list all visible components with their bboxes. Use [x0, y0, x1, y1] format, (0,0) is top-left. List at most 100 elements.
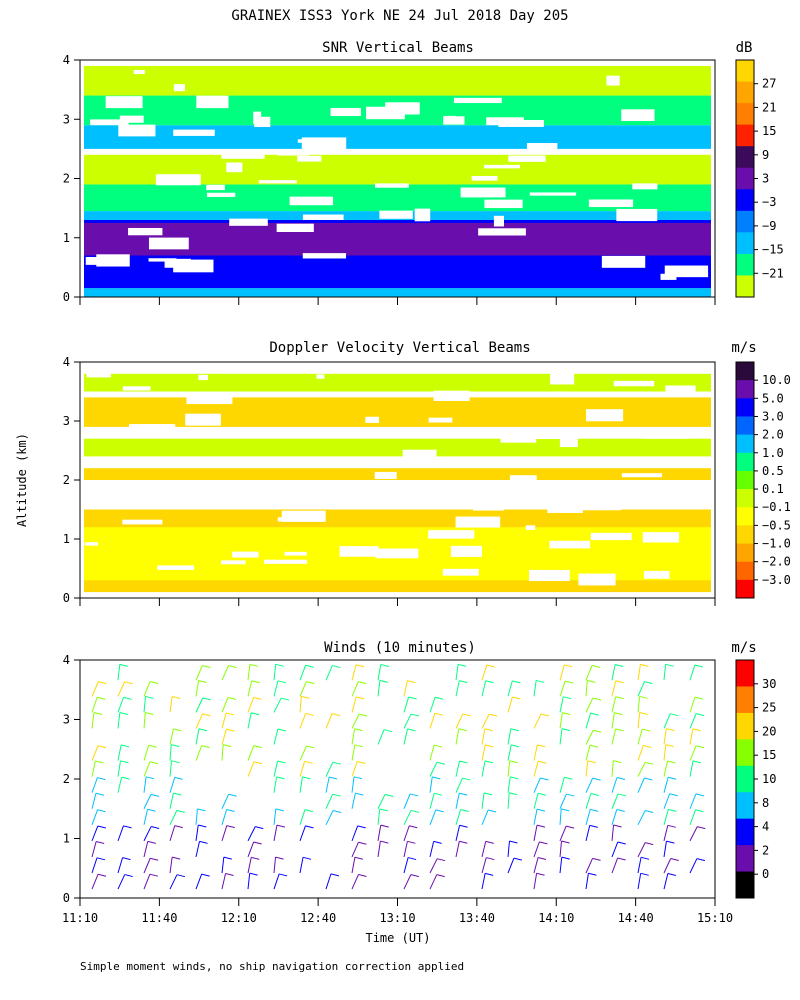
wind-barb-flag — [98, 681, 107, 685]
wind-barb-flag — [409, 825, 418, 829]
wind-barb-flag — [174, 825, 183, 829]
wind-barb-flag — [201, 745, 210, 749]
wind-barb-flag — [124, 874, 133, 878]
wind-barb — [377, 729, 385, 745]
wind-barb-flag — [589, 824, 598, 828]
field-gap — [578, 505, 622, 511]
wind-barb — [351, 744, 356, 761]
colorbar-label: 27 — [762, 77, 776, 91]
field-gap — [254, 116, 271, 128]
wind-barb — [559, 793, 567, 809]
wind-barb-flag — [330, 873, 340, 877]
y-tick-label: 4 — [63, 653, 70, 667]
wind-barb-flag — [565, 680, 574, 684]
wind-barb — [637, 873, 642, 890]
wind-barb — [299, 745, 307, 761]
wind-barb-flag — [275, 808, 284, 812]
wind-barb — [273, 697, 282, 713]
wind-barb — [455, 841, 460, 858]
wind-barb-flag — [617, 793, 627, 797]
field-gap — [616, 208, 658, 222]
wind-barb-flag — [120, 760, 129, 764]
wind-barb — [143, 712, 146, 729]
field-gap — [122, 519, 163, 525]
field-gap — [460, 458, 508, 464]
wind-barb — [325, 713, 333, 729]
wind-barb-flag — [275, 856, 284, 860]
colorbar-swatch — [736, 189, 754, 212]
y-tick-label: 4 — [63, 355, 70, 369]
field-gap — [215, 489, 226, 499]
wind-barb-flag — [277, 680, 287, 684]
wind-barb — [169, 874, 178, 890]
field-gap — [226, 162, 243, 173]
wind-barb — [351, 728, 356, 745]
field-gap — [643, 570, 670, 579]
wind-barb — [533, 744, 538, 761]
field-gap — [122, 386, 151, 391]
wind-barb-flag — [591, 664, 601, 668]
wind-barb — [377, 664, 382, 681]
wind-barb-flag — [198, 824, 207, 828]
field-band-6 — [84, 125, 711, 149]
x-tick-label: 12:40 — [300, 911, 336, 925]
wind-barb-flag — [410, 809, 420, 813]
wind-barb-flag — [253, 761, 263, 765]
wind-barb — [533, 793, 539, 809]
field-gap — [601, 255, 646, 268]
wind-barb — [91, 760, 96, 777]
wind-barb — [455, 825, 461, 841]
wind-barb-flag — [561, 728, 571, 732]
wind-barb-flag — [485, 744, 494, 748]
wind-barb-flag — [173, 792, 182, 796]
wind-barb-flag — [172, 856, 181, 860]
wind-barb-flag — [383, 729, 393, 733]
wind-barb — [637, 857, 642, 874]
field-gap — [484, 199, 523, 209]
wind-barb-flag — [536, 679, 545, 683]
wind-barb — [117, 664, 121, 681]
wind-barb — [91, 712, 95, 729]
wind-barb-flag — [561, 840, 570, 844]
wind-barb — [299, 809, 306, 825]
colorbar-swatch — [736, 398, 754, 417]
colorbar-label: 3 — [762, 172, 769, 186]
wind-barb-flag — [645, 810, 654, 814]
field-gap — [590, 532, 632, 541]
wind-barb-flag — [485, 840, 494, 844]
wind-barb — [585, 809, 591, 825]
wind-barb — [637, 681, 645, 697]
field-gap — [119, 115, 144, 123]
field-gap — [129, 423, 176, 428]
field-gap — [613, 380, 655, 387]
wind-barb-flag — [379, 808, 388, 812]
wind-barb — [481, 760, 486, 777]
wind-barb-flag — [354, 856, 364, 860]
colorbar-swatch — [736, 507, 754, 526]
wind-barb-flag — [147, 808, 156, 812]
wind-barb-flag — [202, 697, 211, 701]
wind-barb-flag — [145, 695, 154, 699]
wind-barb-flag — [148, 744, 157, 748]
wind-barb — [611, 760, 614, 777]
wind-barb — [221, 665, 229, 681]
wind-barb — [195, 713, 204, 729]
colorbar-swatch — [736, 232, 754, 255]
wind-barb — [273, 728, 279, 745]
wind-barb — [507, 696, 513, 713]
wind-barb — [689, 664, 696, 681]
field-gap — [186, 394, 233, 405]
winds-axes: 11:10 11:40 12:10 12:40 13:10 13:40 14:10 14:40… — [62, 653, 733, 925]
colorbar-swatch — [736, 871, 754, 899]
wind-barb-flag — [692, 728, 701, 732]
wind-barb — [169, 810, 178, 826]
wind-barb — [325, 776, 330, 793]
wind-barb — [195, 728, 200, 745]
field-gap — [550, 372, 575, 385]
field-gap — [375, 183, 409, 188]
wind-barb — [689, 809, 696, 825]
wind-barb — [663, 858, 672, 874]
wind-barb — [143, 696, 147, 713]
wind-barb — [507, 857, 515, 874]
wind-barb-flag — [485, 872, 494, 876]
